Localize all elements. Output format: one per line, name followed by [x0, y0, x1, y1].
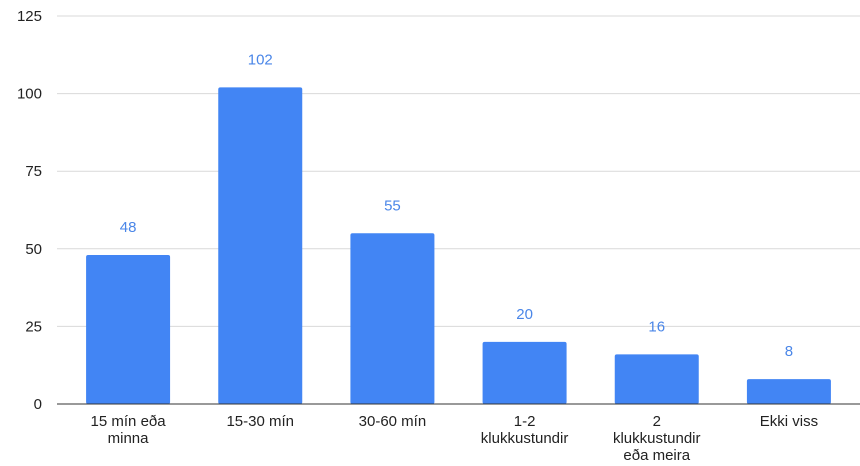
x-category-label: 15-30 mín: [226, 413, 294, 430]
data-label: 102: [248, 51, 273, 68]
bar: [482, 341, 567, 404]
x-category-label: Ekki viss: [760, 413, 818, 430]
data-labels: 48 102 55 20 16 8: [120, 51, 793, 360]
x-category-label: 30-60 mín: [359, 413, 427, 430]
bar: [86, 255, 171, 404]
x-category-label: 1-2 klukkustundir: [481, 413, 569, 447]
data-label: 16: [648, 318, 665, 335]
bars: [86, 87, 831, 404]
y-axis-ticks: 0 25 50 75 100 125: [17, 8, 42, 413]
y-tick-label: 50: [25, 241, 42, 258]
y-tick-label: 75: [25, 163, 42, 180]
data-label: 55: [384, 197, 401, 214]
data-label: 20: [516, 306, 533, 323]
data-label: 8: [785, 343, 793, 360]
y-tick-label: 100: [17, 86, 42, 103]
gridlines: [57, 15, 860, 327]
y-tick-label: 125: [17, 8, 42, 25]
bar: [218, 87, 303, 404]
bar: [614, 354, 699, 404]
x-category-label: 15 mín eða minna: [91, 413, 167, 447]
bar: [350, 233, 435, 404]
x-axis-categories: 15 mín eða minna 15-30 mín 30-60 mín 1-2 kluk…: [91, 413, 819, 464]
x-category-label: 2 klukkustundir eða meira: [613, 413, 701, 464]
y-tick-label: 0: [34, 396, 42, 413]
y-tick-label: 25: [25, 318, 42, 335]
data-label: 48: [120, 219, 137, 236]
bar: [746, 379, 831, 404]
